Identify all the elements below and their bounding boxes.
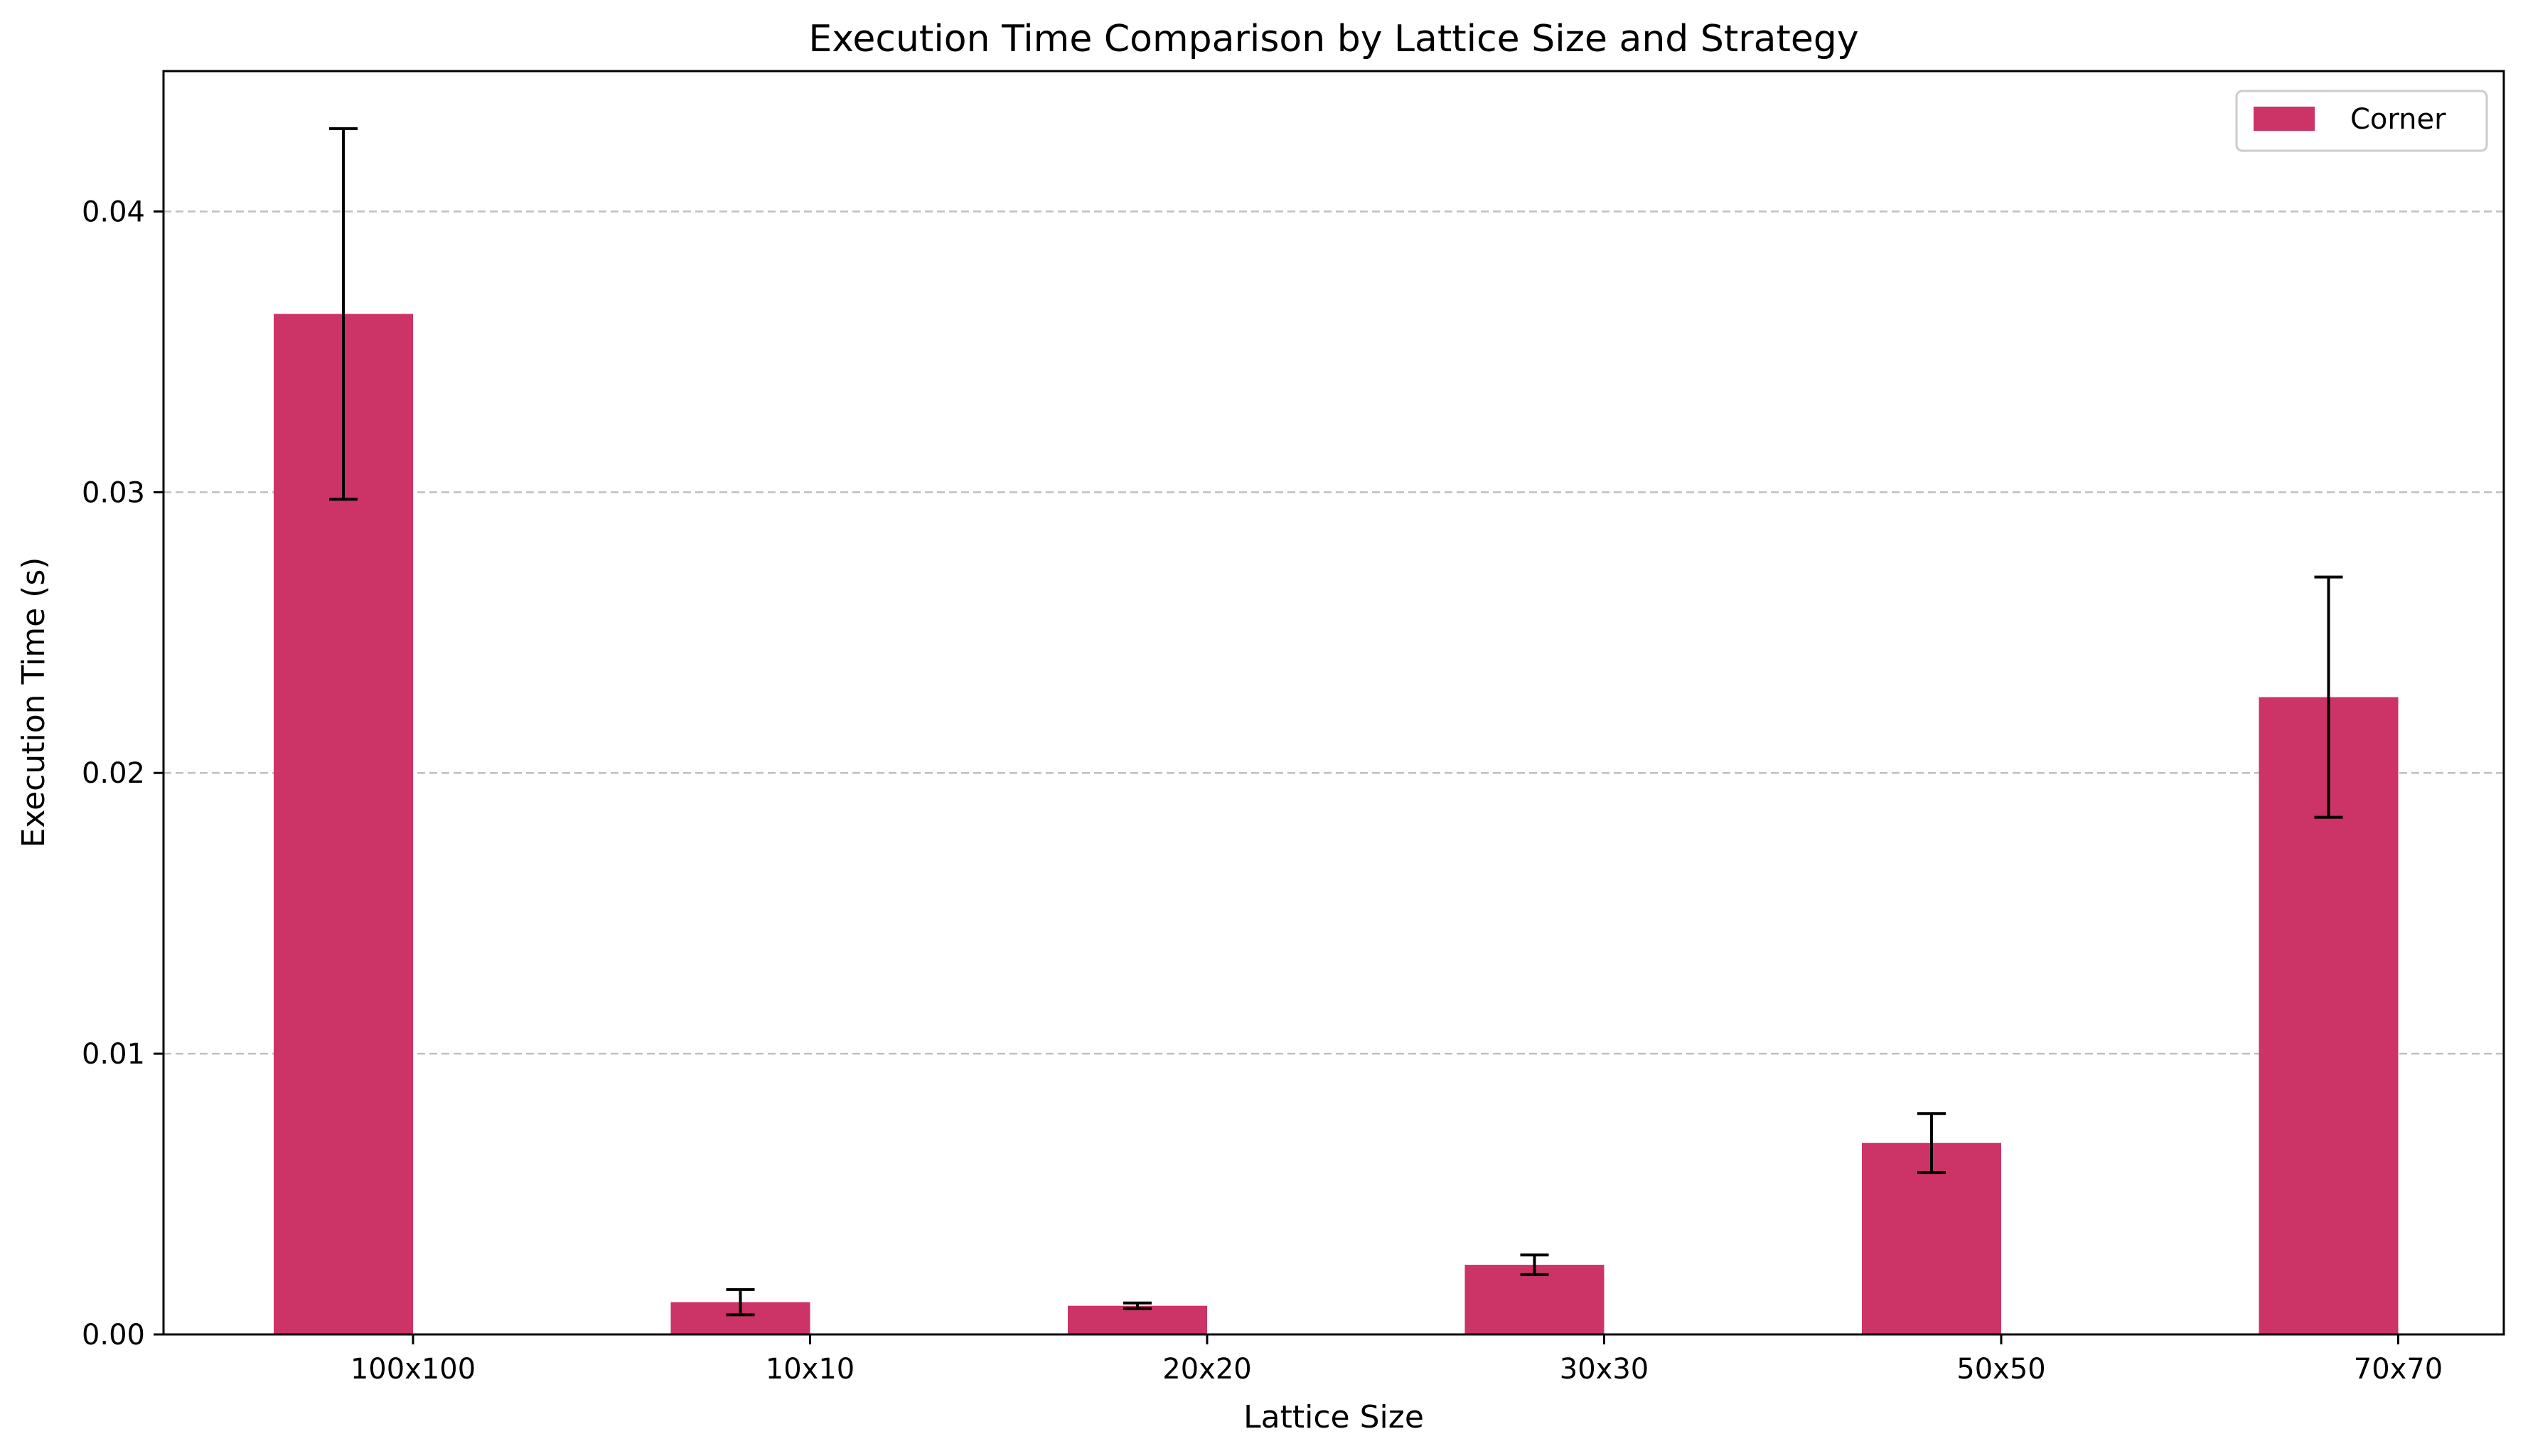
x-axis-ticks: 100x100 10x10 20x20 30x30 50x50 70x70 (350, 1334, 2443, 1386)
error-bars (329, 127, 2343, 1317)
legend-label: Corner (2350, 103, 2446, 136)
y-axis-label: Execution Time (s) (16, 557, 52, 848)
legend-box (2235, 90, 2488, 152)
x-tick-label: 50x50 (1956, 1353, 2045, 1386)
x-axis-label: Lattice Size (1243, 1399, 1424, 1435)
y-axis-ticks: 0.00 0.01 0.02 0.03 0.04 (82, 196, 164, 1351)
plot-frame (162, 70, 2505, 1336)
x-tick-label: 70x70 (2354, 1353, 2443, 1386)
y-tick-label: 0.03 (82, 476, 145, 509)
chart-title: Execution Time Comparison by Lattice Siz… (808, 18, 1858, 60)
bar-50x50 (1862, 1142, 2001, 1334)
x-tick-label: 100x100 (350, 1353, 476, 1386)
legend-swatch (2254, 107, 2315, 131)
x-tick-label: 20x20 (1162, 1353, 1251, 1386)
y-tick-label: 0.00 (82, 1319, 145, 1351)
grid-lines (164, 210, 2504, 1055)
y-tick-label: 0.02 (82, 757, 145, 790)
bar-30x30 (1464, 1265, 1605, 1334)
y-tick-label: 0.01 (82, 1038, 145, 1071)
x-tick-label: 30x30 (1560, 1353, 1649, 1386)
legend: Corner (2235, 90, 2488, 152)
y-tick-label: 0.04 (82, 196, 145, 228)
x-tick-label: 10x10 (766, 1353, 855, 1386)
bar-20x20 (1068, 1305, 1207, 1334)
